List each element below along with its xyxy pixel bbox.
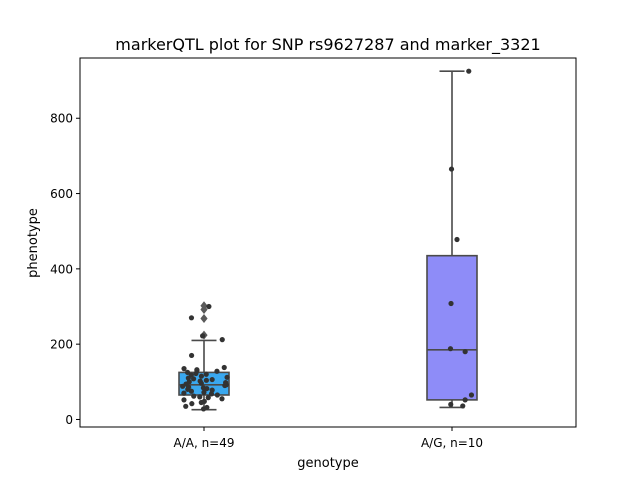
data-point xyxy=(201,389,207,395)
y-tick-label: 800 xyxy=(50,112,73,126)
data-point xyxy=(181,397,187,403)
data-point xyxy=(462,349,468,355)
data-point xyxy=(466,68,472,74)
data-point xyxy=(454,236,460,243)
data-point xyxy=(191,393,197,399)
data-point xyxy=(183,403,189,409)
data-point xyxy=(460,403,466,409)
data-point xyxy=(204,404,210,411)
x-axis: A/A, n=49 A/G, n=10 xyxy=(173,427,483,450)
data-point xyxy=(448,401,454,408)
data-point xyxy=(188,315,195,321)
data-point xyxy=(468,392,475,398)
data-point xyxy=(205,395,211,401)
data-point xyxy=(462,397,468,403)
plot-frame xyxy=(79,57,577,428)
x-tick-label: A/G, n=10 xyxy=(421,436,483,450)
data-point xyxy=(203,371,209,377)
data-point xyxy=(203,377,209,383)
data-point xyxy=(223,379,229,386)
data-point xyxy=(201,398,207,404)
data-point xyxy=(190,376,197,382)
data-point xyxy=(197,378,203,384)
data-point xyxy=(214,368,220,374)
box-layer xyxy=(178,70,478,411)
data-point xyxy=(197,394,203,400)
points-layer xyxy=(180,68,475,412)
x-tick-label: A/A, n=49 xyxy=(173,436,234,450)
data-point xyxy=(184,369,191,376)
x-axis-label: genotype xyxy=(297,456,358,471)
data-point xyxy=(206,303,212,310)
data-point xyxy=(214,392,220,398)
data-point xyxy=(219,337,225,343)
outlier-marker xyxy=(200,314,208,324)
y-axis-label: phenotype xyxy=(26,208,41,278)
data-point xyxy=(448,300,454,307)
data-point xyxy=(194,367,200,373)
y-tick-label: 0 xyxy=(65,413,73,427)
data-point xyxy=(447,346,454,352)
data-point xyxy=(209,376,215,383)
data-point xyxy=(200,333,206,339)
chart-title: markerQTL plot for SNP rs9627287 and mar… xyxy=(115,35,540,55)
y-tick-label: 200 xyxy=(50,338,73,352)
y-tick-label: 400 xyxy=(50,262,73,276)
data-point xyxy=(181,366,187,372)
data-point xyxy=(224,374,230,380)
data-point xyxy=(200,385,206,391)
y-tick-label: 600 xyxy=(50,187,73,201)
box-iqr xyxy=(426,254,478,401)
data-point xyxy=(188,352,195,359)
data-point xyxy=(221,364,227,371)
data-point xyxy=(219,396,225,402)
y-axis: 0 200 400 600 800 xyxy=(50,112,80,427)
data-point xyxy=(198,373,205,379)
data-point xyxy=(209,387,215,393)
data-point xyxy=(181,390,187,396)
data-point xyxy=(189,401,195,407)
data-point xyxy=(188,372,194,378)
outlier-marker xyxy=(200,301,208,311)
data-point xyxy=(448,166,455,172)
